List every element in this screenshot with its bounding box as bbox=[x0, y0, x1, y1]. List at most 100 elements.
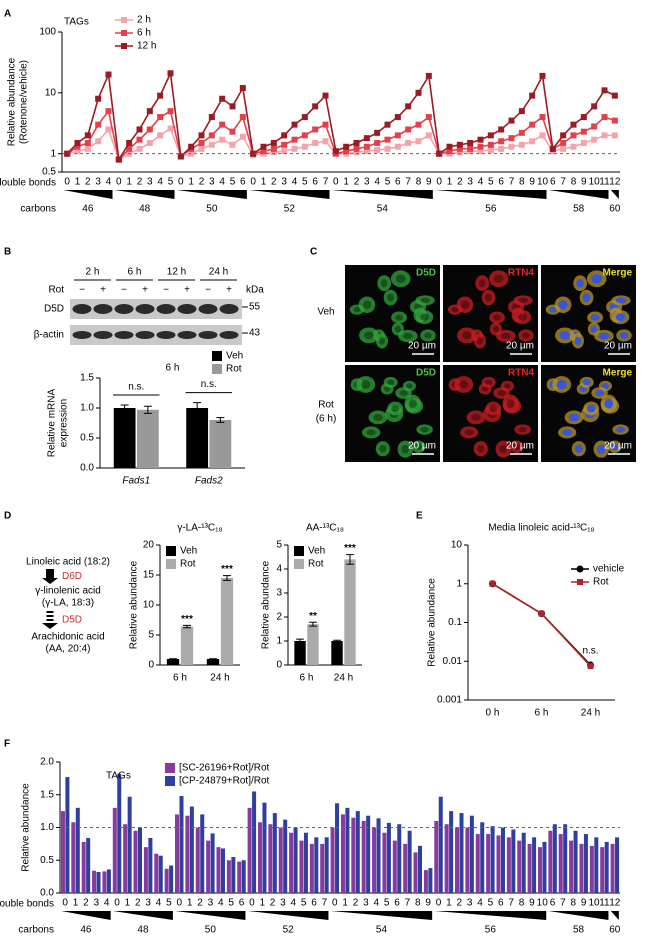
point bbox=[529, 138, 536, 145]
nucleus bbox=[363, 331, 374, 340]
y-tick-label: 10 bbox=[45, 87, 57, 98]
cell bbox=[460, 426, 479, 439]
x-tick-label: 0 bbox=[176, 898, 182, 909]
bar bbox=[195, 827, 200, 893]
blot-band bbox=[219, 304, 239, 314]
x-tick-label: 10 bbox=[589, 177, 601, 188]
y-axis-label: (Rotenone/vehicle) bbox=[19, 60, 30, 144]
point bbox=[136, 126, 143, 133]
x-tick-label: 8 bbox=[571, 898, 577, 909]
nucleus bbox=[460, 300, 470, 309]
point bbox=[394, 143, 401, 150]
y-axis-label: Relative abundance bbox=[21, 783, 32, 872]
x-tick-label: 11 bbox=[599, 177, 610, 188]
point bbox=[84, 132, 91, 139]
point bbox=[167, 108, 174, 115]
error-bar bbox=[169, 658, 177, 660]
point bbox=[157, 114, 164, 121]
point bbox=[260, 148, 267, 155]
x-tick-label: 2 bbox=[199, 177, 205, 188]
x-tick-label: 1 bbox=[187, 898, 193, 909]
y-tick-label: 0.5 bbox=[42, 167, 56, 178]
nucleus bbox=[461, 331, 472, 340]
legend-label: 6 h bbox=[137, 28, 151, 39]
bar bbox=[185, 815, 190, 893]
point bbox=[322, 92, 329, 99]
point bbox=[456, 149, 463, 156]
nucleus bbox=[415, 443, 422, 450]
x-tick-label: 4 bbox=[292, 177, 298, 188]
nucleus bbox=[408, 399, 417, 408]
group-annotation: n.s. bbox=[128, 382, 144, 393]
x-tick-label: 7 bbox=[323, 177, 329, 188]
nucleus bbox=[379, 444, 387, 453]
x-tick-label: 7 bbox=[322, 898, 328, 909]
x-tick-label: 3 bbox=[467, 898, 473, 909]
x-tick-label: 1 bbox=[188, 177, 194, 188]
point bbox=[374, 146, 381, 153]
x-tick-label: 3 bbox=[364, 177, 370, 188]
legend-label: Veh bbox=[226, 351, 243, 362]
point bbox=[188, 150, 195, 157]
bar bbox=[113, 408, 136, 468]
y-tick-label: 5 bbox=[276, 540, 282, 551]
bar bbox=[563, 824, 568, 893]
cell bbox=[391, 311, 407, 324]
x-tick-label: 0 bbox=[436, 898, 442, 909]
blot-band bbox=[135, 331, 155, 339]
group-label: 50 bbox=[206, 204, 218, 215]
x-tick-label: 2 bbox=[197, 898, 203, 909]
point bbox=[570, 132, 577, 139]
pathway-node: Linoleic acid (18:2) bbox=[26, 557, 110, 568]
cell bbox=[510, 440, 524, 453]
blot-band bbox=[198, 304, 218, 314]
nucleus bbox=[601, 383, 610, 389]
x-tick-label: 10 bbox=[589, 898, 601, 909]
x-tick-label: 1 bbox=[125, 898, 131, 909]
timepoint-label: 2 h bbox=[86, 267, 100, 278]
nucleus bbox=[597, 444, 606, 454]
point bbox=[198, 132, 205, 139]
nucleus bbox=[615, 313, 626, 322]
cell bbox=[485, 401, 502, 416]
nucleus bbox=[395, 314, 404, 321]
legend-swatch bbox=[166, 559, 176, 569]
nucleus bbox=[556, 379, 567, 390]
point bbox=[146, 108, 153, 115]
nucleus bbox=[513, 443, 520, 450]
point bbox=[281, 132, 288, 139]
cell bbox=[356, 376, 376, 393]
x-tick-label: 4 bbox=[291, 898, 297, 909]
point bbox=[229, 103, 236, 110]
bar bbox=[206, 659, 220, 665]
x-tick-label: 0 bbox=[249, 898, 255, 909]
bar bbox=[600, 847, 605, 893]
bar bbox=[133, 830, 138, 893]
point bbox=[518, 129, 525, 136]
x-tick-label: 8 bbox=[415, 898, 421, 909]
bar bbox=[268, 824, 273, 893]
x-tick-label: 3 bbox=[280, 898, 286, 909]
point bbox=[415, 138, 422, 145]
y-tick-label: 0 bbox=[276, 660, 282, 671]
bar bbox=[344, 559, 356, 665]
point bbox=[312, 139, 319, 146]
y-tick-label: 3 bbox=[276, 588, 282, 599]
group-label: 46 bbox=[82, 204, 94, 215]
point bbox=[95, 138, 102, 145]
significance-label: *** bbox=[221, 564, 233, 575]
point bbox=[291, 145, 298, 152]
x-tick-label: 2 bbox=[354, 177, 360, 188]
group-wedge bbox=[175, 911, 246, 920]
pathway-node: (γ-LA, 18:3) bbox=[42, 598, 94, 609]
legend-swatch bbox=[165, 763, 175, 773]
nucleus bbox=[586, 404, 596, 413]
bar bbox=[434, 820, 439, 893]
point bbox=[611, 117, 618, 124]
point bbox=[198, 139, 205, 146]
legend-label: Rot bbox=[180, 559, 196, 570]
y-tick-label: 1.0 bbox=[40, 822, 54, 833]
x-tick-label: 3 bbox=[94, 898, 100, 909]
x-tick-label: 6 bbox=[240, 177, 246, 188]
